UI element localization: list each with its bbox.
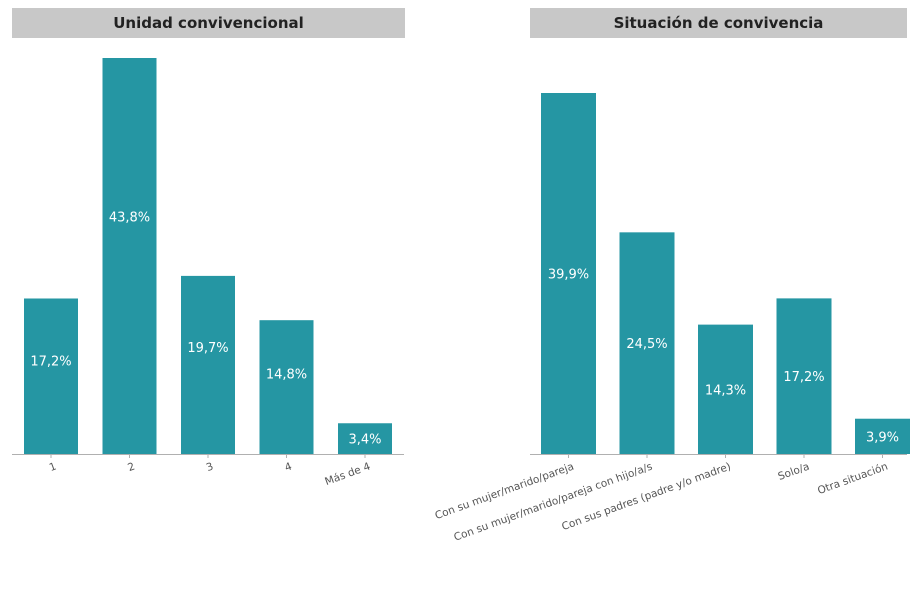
chart-1-value-label-5: 3,4% bbox=[348, 433, 381, 448]
chart-1-value-label-3: 19,7% bbox=[187, 341, 228, 356]
chart-1-value-label-1: 17,2% bbox=[30, 355, 71, 370]
chart-2-bar-3 bbox=[698, 324, 753, 454]
chart-2-value-label-4: 17,2% bbox=[783, 370, 824, 385]
chart-1-bar-5 bbox=[338, 423, 392, 454]
chart-2-title: Situación de convivencia bbox=[530, 8, 907, 38]
chart-1-category-label-2: 2 bbox=[126, 461, 136, 475]
chart-1-value-label-2: 43,8% bbox=[109, 210, 150, 225]
chart-1-category-label-4: 4 bbox=[283, 460, 294, 474]
chart-1-category-label-5: Más de 4 bbox=[323, 460, 372, 488]
chart-2-category-label-4: Solo/a bbox=[776, 461, 811, 483]
chart-2-value-label-2: 24,5% bbox=[626, 337, 667, 352]
chart-1-value-label-4: 14,8% bbox=[266, 368, 307, 383]
chart-1-category-label-1: 1 bbox=[48, 461, 58, 475]
chart-1-category-label-3: 3 bbox=[205, 461, 215, 475]
chart-1-bar-3 bbox=[181, 275, 235, 454]
chart-2-bar-2 bbox=[619, 232, 675, 454]
chart-2-bar-1 bbox=[541, 93, 596, 454]
chart-1-bar-1 bbox=[24, 298, 78, 454]
chart-1-title: Unidad convivencional bbox=[12, 8, 405, 38]
chart-2-value-label-1: 39,9% bbox=[548, 268, 589, 283]
chart-1-bar-4 bbox=[259, 320, 314, 454]
chart-2-value-label-3: 14,3% bbox=[705, 383, 746, 398]
chart-2-value-label-5: 3,9% bbox=[866, 430, 899, 445]
chart-1-bar-2 bbox=[102, 58, 157, 454]
chart-2-bar-4 bbox=[776, 298, 832, 454]
chart-2-category-label-5: Otra situación bbox=[816, 461, 889, 498]
chart-2-bar-5 bbox=[855, 418, 910, 454]
